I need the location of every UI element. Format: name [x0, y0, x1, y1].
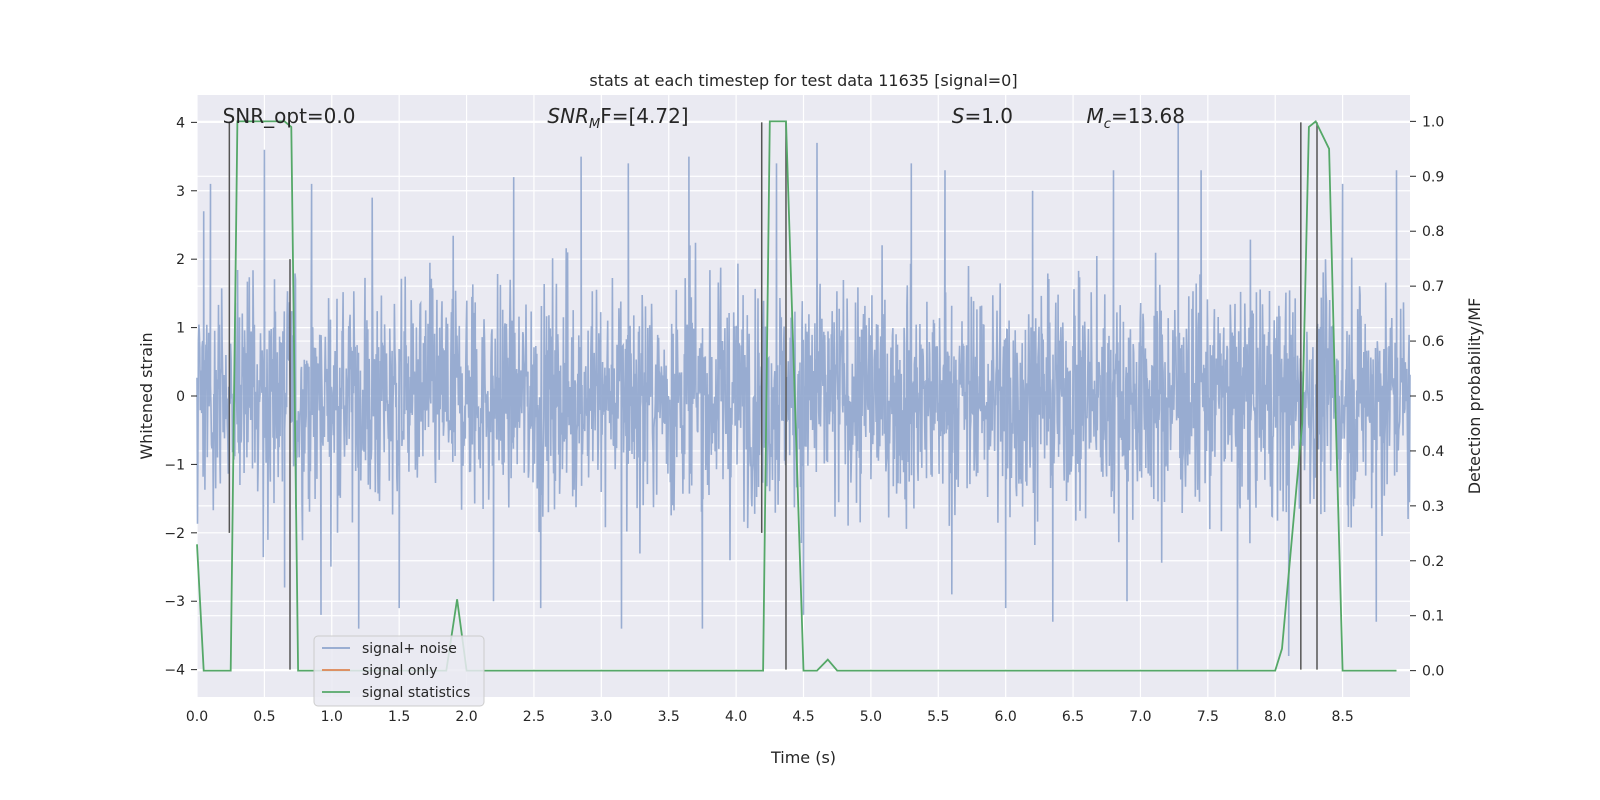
y-right-tick-label: 0.8 [1422, 224, 1444, 240]
annotation-snr-mf: SNRMF=[4.72] [547, 104, 688, 132]
signal-noise-line [196, 122, 1411, 670]
x-tick-label: 3.0 [590, 709, 612, 725]
x-tick-label: 0.0 [186, 709, 208, 725]
y-right-tick-label: 0.9 [1422, 169, 1444, 185]
x-axis-label: Time (s) [770, 748, 836, 767]
y-tick-label: 0 [176, 389, 185, 405]
annotation-mc: Mc=13.68 [1087, 104, 1185, 132]
y-right-tick-label: 0.6 [1422, 334, 1444, 350]
legend-box [313, 635, 485, 707]
signal-statistics-line [196, 119, 1397, 672]
x-tick-label: 3.5 [658, 709, 680, 725]
y-right-tick-label: 1.0 [1422, 114, 1444, 130]
y-tick-label: 2 [176, 252, 185, 268]
x-tick-label: 5.5 [927, 709, 949, 725]
y-right-tick-label: 0.7 [1422, 279, 1444, 295]
annotation-snr-mf-tail: F=[4.72] [600, 104, 688, 128]
x-tick-label: 7.0 [1129, 709, 1151, 725]
x-tick-label: 8.5 [1331, 709, 1353, 725]
legend-label: signal only [362, 663, 437, 679]
annotation-s-main: S [952, 104, 965, 128]
x-tick-label: 2.5 [523, 709, 545, 725]
y-tick-label: −4 [164, 663, 185, 679]
chart-title: stats at each timestep for test data 116… [589, 71, 1017, 90]
x-tick-label: 8.0 [1264, 709, 1286, 725]
x-tick-label: 1.0 [321, 709, 343, 725]
y-tick-label: −3 [164, 594, 185, 610]
y-tick-label: 1 [176, 321, 185, 337]
y-tick-label: −1 [164, 457, 185, 473]
annotation-s-tail: =1.0 [964, 104, 1013, 128]
annotation-snr-opt: SNR_opt=0.0 [223, 104, 356, 128]
series-signal-noise [196, 122, 1411, 670]
y-tick-label: 4 [176, 115, 185, 131]
y-right-tick-label: 0.5 [1422, 389, 1444, 405]
x-tick-label: 4.5 [792, 709, 814, 725]
series-signal-statistics [196, 119, 1397, 672]
x-tick-label: 2.0 [455, 709, 477, 725]
annotation-s: S=1.0 [952, 104, 1013, 128]
x-tick-label: 6.5 [1062, 709, 1084, 725]
x-tick-label: 7.5 [1197, 709, 1219, 725]
y-right-tick-label: 0.4 [1422, 444, 1444, 460]
x-tick-label: 4.0 [725, 709, 747, 725]
x-tick-label: 5.0 [860, 709, 882, 725]
y-right-tick-label: 0.0 [1422, 664, 1444, 680]
y-axis-label: Whitened strain [137, 332, 156, 459]
y-right-axis-label: Detection probability/MF [1465, 298, 1484, 495]
annotation-snr-mf-main: SNR [547, 104, 589, 128]
annotation-mc-sub: c [1104, 117, 1111, 132]
x-tick-label: 0.5 [253, 709, 275, 725]
y-right-axis-ticks: 0.0 0.1 0.2 0.3 0.4 0.5 0.6 0.7 0.8 0.9 1.0 [1410, 114, 1444, 680]
legend-label: signal+ noise [362, 641, 457, 657]
annotation-mc-main: M [1087, 104, 1104, 128]
x-axis-ticks: 0.0 0.5 1.0 1.5 2.0 2.5 3.0 3.5 4.0 4.5 5.0 5.5 6.0 6… [186, 709, 1354, 725]
y-right-tick-label: 0.2 [1422, 554, 1444, 570]
y-right-tick-label: 0.3 [1422, 499, 1444, 515]
x-tick-label: 1.5 [388, 709, 410, 725]
x-tick-label: 6.0 [995, 709, 1017, 725]
y-tick-label: 3 [176, 184, 185, 200]
vertical-markers [228, 122, 1318, 670]
legend: signal+ noise signal only signal statistic… [313, 635, 485, 707]
y-tick-label: −2 [164, 526, 185, 542]
annotation-snr-mf-sub: M [589, 117, 600, 132]
y-axis-ticks: −4 −3 −2 −1 0 1 2 3 4 [164, 115, 197, 679]
legend-label: signal statistics [362, 685, 470, 701]
annotation-mc-tail: =13.68 [1111, 104, 1185, 128]
y-right-tick-label: 0.1 [1422, 609, 1444, 625]
